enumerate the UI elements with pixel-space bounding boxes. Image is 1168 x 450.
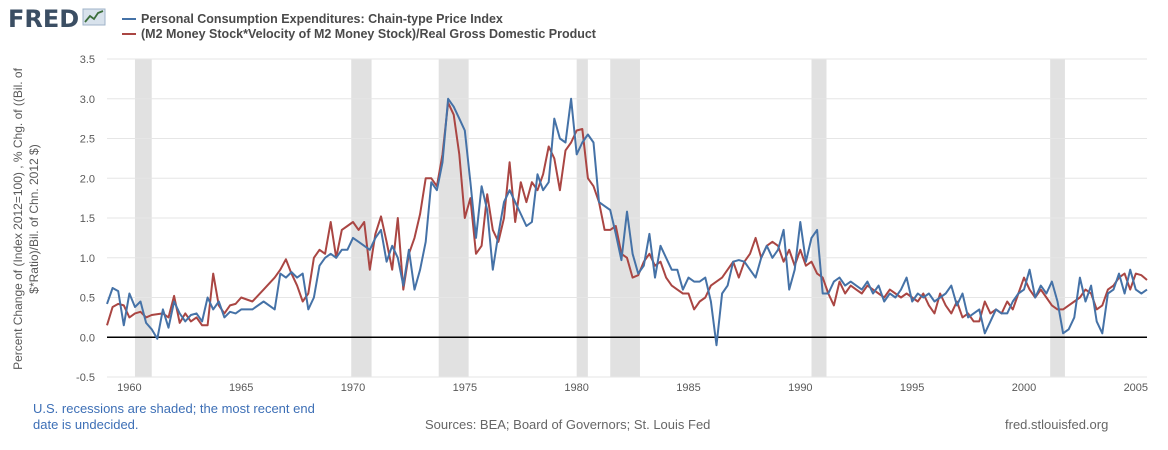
x-tick-label-8: 2000 [1012, 382, 1036, 394]
x-tick-label-0: 1960 [117, 382, 141, 394]
x-tick-label-6: 1990 [788, 382, 812, 394]
y-tick-label-5: 2.0 [80, 173, 95, 185]
fred-logo-text: FRED [8, 5, 80, 33]
legend-swatch-series-2 [122, 32, 136, 35]
legend-item-series-2: (M2 Money Stock*Velocity of M2 Money Sto… [122, 26, 596, 41]
fred-logo[interactable]: FRED [8, 5, 106, 33]
y-axis-label-container: Percent Change of (Index 2012=100) , % C… [0, 60, 52, 378]
fred-graph-icon [82, 7, 106, 32]
recession-note: U.S. recessions are shaded; the most rec… [33, 401, 315, 432]
y-tick-label-1: 0.0 [80, 332, 95, 344]
y-tick-label-3: 1.0 [80, 253, 95, 265]
y-tick-label-7: 3.0 [80, 94, 95, 106]
y-axis-label: Percent Change of (Index 2012=100) , % C… [11, 68, 41, 370]
y-tick-label-4: 1.5 [80, 213, 95, 225]
x-tick-label-1: 1965 [229, 382, 253, 394]
y-tick-label-8: 3.5 [80, 54, 95, 66]
series-line-2 [106, 101, 1148, 327]
legend-label-series-2: (M2 Money Stock*Velocity of M2 Money Sto… [141, 26, 596, 41]
x-tick-label-9: 2005 [1124, 382, 1148, 394]
x-tick-label-5: 1985 [676, 382, 700, 394]
y-tick-label-2: 0.5 [80, 293, 95, 305]
x-tick-label-3: 1975 [453, 382, 477, 394]
legend-swatch-series-1 [122, 17, 136, 20]
sources-note: Sources: BEA; Board of Governors; St. Lo… [425, 417, 711, 432]
chart-legend: Personal Consumption Expenditures: Chain… [122, 11, 596, 41]
x-tick-label-4: 1980 [564, 382, 588, 394]
legend-label-series-1: Personal Consumption Expenditures: Chain… [141, 11, 503, 26]
fred-site-link[interactable]: fred.stlouisfed.org [1005, 417, 1109, 432]
x-tick-label-2: 1970 [341, 382, 365, 394]
y-tick-label-6: 2.5 [80, 134, 95, 146]
legend-item-series-1: Personal Consumption Expenditures: Chain… [122, 11, 596, 26]
y-tick-label-0: -0.5 [76, 372, 95, 384]
series-line-1 [106, 97, 1148, 347]
x-tick-label-7: 1995 [900, 382, 924, 394]
